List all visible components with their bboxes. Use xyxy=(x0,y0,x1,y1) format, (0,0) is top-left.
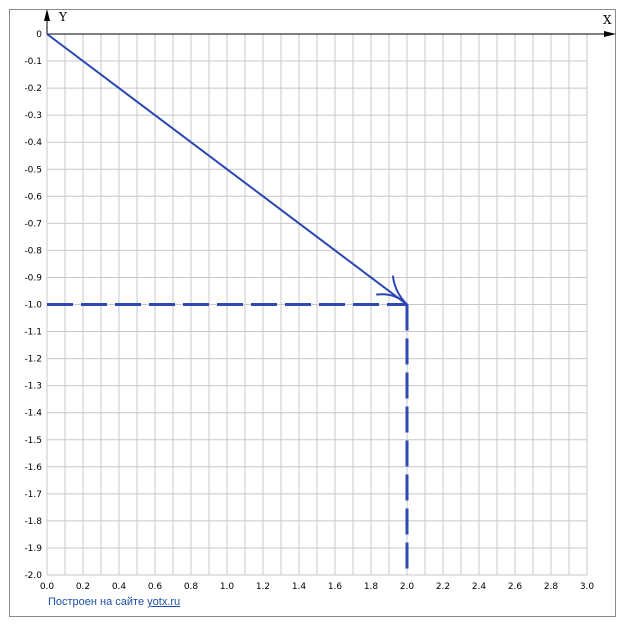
vector-arrowhead-icon xyxy=(376,275,408,306)
y-tick-label: -1.5 xyxy=(24,436,42,446)
x-tick-label: 0.4 xyxy=(112,582,127,592)
x-tick-label: 1.0 xyxy=(220,582,235,592)
x-tick-label: 1.4 xyxy=(292,582,307,592)
y-tick-label: -1.4 xyxy=(24,409,42,419)
x-axis-arrow-icon xyxy=(604,31,616,37)
y-tick-label: -0.2 xyxy=(24,84,42,94)
x-tick-label: 2.2 xyxy=(436,582,450,592)
x-tick-label: 0.8 xyxy=(184,582,199,592)
y-tick-label: -1.2 xyxy=(24,355,42,365)
x-tick-label: 1.2 xyxy=(256,582,270,592)
credit-prefix: Построен на сайте xyxy=(48,596,145,608)
y-tick-label: -0.5 xyxy=(24,165,42,175)
y-tick-label: -2.0 xyxy=(24,571,42,581)
y-tick-label: -1.0 xyxy=(24,301,42,311)
vector-group xyxy=(46,33,408,306)
vector-line xyxy=(46,33,408,306)
y-tick-label: -0.4 xyxy=(24,138,42,148)
y-tick-label: 0 xyxy=(36,30,42,40)
x-tick-label: 0.6 xyxy=(148,582,163,592)
y-tick-label: -0.7 xyxy=(24,219,42,229)
x-tick-label: 2.4 xyxy=(472,582,487,592)
y-tick-label: -0.3 xyxy=(24,111,42,121)
y-tick-label: -0.8 xyxy=(24,246,42,256)
dashed-guides xyxy=(47,303,409,575)
x-tick-label: 2.8 xyxy=(544,582,559,592)
y-tick-label: -0.1 xyxy=(24,57,42,67)
tick-labels: 0.0 0.2 0.4 0.6 0.8 1.0 1.2 1.4 1.6 1.8 2.0 2.2 2.4 2… xyxy=(24,30,594,592)
x-axis-label: X xyxy=(603,13,612,27)
x-tick-label: 0.2 xyxy=(76,582,90,592)
y-tick-label: -0.9 xyxy=(24,273,42,283)
y-axis-label: Y xyxy=(58,10,68,24)
y-tick-label: -0.6 xyxy=(24,192,42,202)
x-tick-label: 2.0 xyxy=(400,582,415,592)
x-tick-label: 1.8 xyxy=(364,582,379,592)
y-tick-label: -1.3 xyxy=(24,382,42,392)
y-tick-label: -1.6 xyxy=(24,463,42,473)
credit-line: Построен на сайте yotx.ru xyxy=(48,596,180,608)
y-tick-label: -1.9 xyxy=(24,544,42,554)
x-tick-label: 2.6 xyxy=(508,582,523,592)
x-tick-label: 1.6 xyxy=(328,582,343,592)
y-tick-label: -1.7 xyxy=(24,490,42,500)
y-axis-arrow-icon xyxy=(44,9,50,21)
y-tick-label: -1.1 xyxy=(24,328,42,338)
axes xyxy=(44,9,616,37)
credit-link[interactable]: yotx.ru xyxy=(147,596,181,608)
x-tick-label: 0.0 xyxy=(40,582,55,592)
x-tick-label: 3.0 xyxy=(580,582,595,592)
y-tick-label: -1.8 xyxy=(24,517,42,527)
